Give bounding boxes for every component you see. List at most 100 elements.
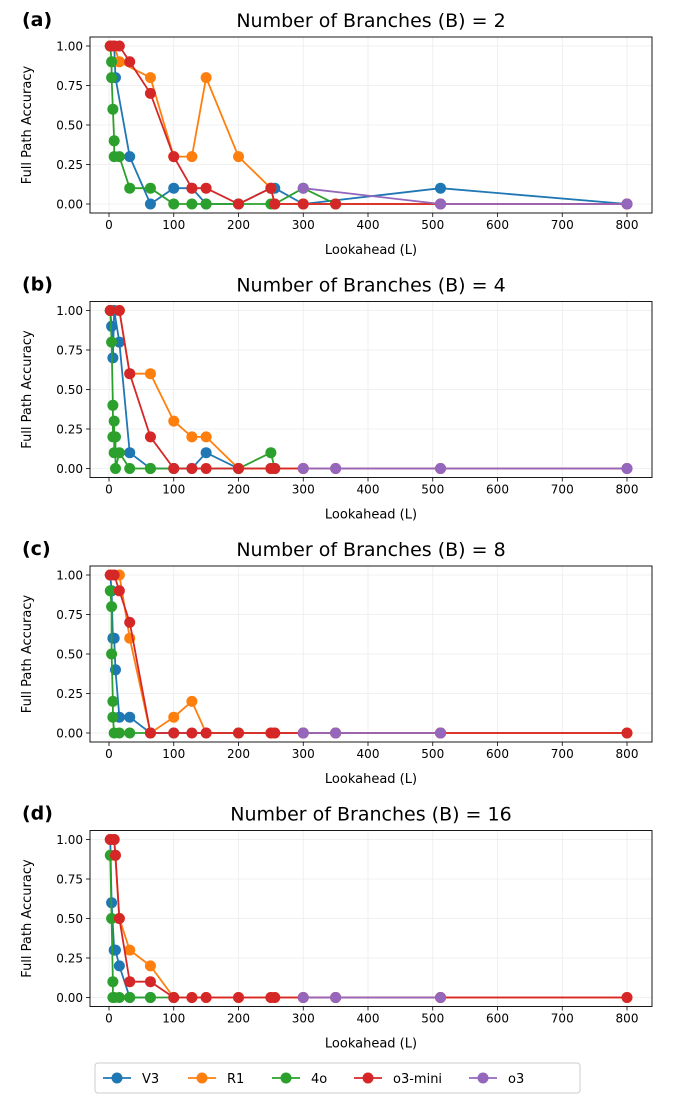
data-point-R1 bbox=[186, 431, 198, 443]
legend-marker bbox=[477, 1072, 489, 1084]
subplot-title: Number of Branches (B) = 2 bbox=[236, 10, 505, 32]
data-point-o3-mini bbox=[265, 182, 277, 194]
y-tick-label: 0.25 bbox=[56, 423, 83, 437]
data-point-o3-mini bbox=[200, 182, 212, 194]
data-point-V3 bbox=[124, 447, 136, 459]
axes-frame bbox=[89, 36, 653, 214]
data-point-V3 bbox=[124, 151, 136, 163]
data-point-4o bbox=[106, 72, 118, 84]
data-point-R1 bbox=[186, 695, 198, 707]
data-point-o3 bbox=[435, 463, 447, 474]
data-point-R1 bbox=[168, 415, 180, 427]
legend-label: o3-mini bbox=[393, 1072, 442, 1087]
y-tick-label: 0.25 bbox=[56, 158, 83, 172]
data-point-4o bbox=[106, 601, 118, 613]
x-tick-label: 600 bbox=[486, 218, 509, 232]
x-tick-label: 400 bbox=[357, 747, 380, 761]
x-tick-label: 700 bbox=[551, 747, 574, 761]
y-axis-label: Full Path Accuracy bbox=[20, 65, 35, 184]
data-point-V3 bbox=[124, 711, 136, 723]
data-point-o3-mini bbox=[108, 834, 120, 845]
data-point-o3-mini bbox=[233, 727, 244, 739]
x-tick-label: 800 bbox=[616, 218, 639, 232]
data-point-o3 bbox=[330, 463, 342, 474]
y-tick-label: 0.50 bbox=[56, 119, 83, 133]
data-point-4o bbox=[106, 913, 118, 924]
panel-label: (c) bbox=[22, 538, 51, 560]
data-point-4o bbox=[113, 727, 125, 739]
y-tick-label: 0.75 bbox=[56, 873, 83, 887]
axes-frame bbox=[89, 830, 653, 1007]
data-point-4o bbox=[106, 648, 118, 660]
x-tick-label: 0 bbox=[105, 747, 113, 761]
legend-entry-R1: R1 bbox=[188, 1072, 244, 1087]
axes-frame bbox=[89, 565, 653, 743]
axes-frame bbox=[89, 301, 653, 478]
data-point-4o bbox=[265, 447, 277, 459]
x-tick-label: 500 bbox=[421, 483, 444, 497]
data-point-o3-mini bbox=[186, 727, 198, 739]
series-line-4o bbox=[109, 590, 151, 734]
data-point-4o bbox=[108, 135, 120, 147]
data-point-o3-mini bbox=[233, 463, 244, 474]
data-point-o3-mini bbox=[233, 198, 244, 210]
x-tick-label: 500 bbox=[421, 1012, 444, 1026]
x-tick-label: 800 bbox=[616, 747, 639, 761]
subplot-title: Number of Branches (B) = 8 bbox=[236, 539, 505, 561]
subplot-title: Number of Branches (B) = 16 bbox=[230, 804, 511, 826]
y-tick-label: 0.00 bbox=[56, 462, 83, 476]
x-tick-label: 300 bbox=[292, 218, 315, 232]
x-axis-label: Lookahead (L) bbox=[325, 1037, 417, 1052]
data-point-o3-mini bbox=[269, 463, 281, 474]
series-o3 bbox=[297, 992, 447, 1003]
x-axis-label: Lookahead (L) bbox=[325, 772, 417, 787]
data-point-R1 bbox=[144, 960, 156, 972]
data-point-o3 bbox=[297, 182, 309, 194]
data-point-R1 bbox=[233, 151, 244, 163]
data-point-4o bbox=[124, 463, 136, 474]
series-o3 bbox=[297, 727, 447, 739]
data-point-R1 bbox=[168, 711, 180, 723]
data-point-4o bbox=[124, 727, 136, 739]
x-tick-label: 400 bbox=[357, 218, 380, 232]
x-tick-label: 100 bbox=[162, 1012, 185, 1026]
series-o3 bbox=[297, 463, 633, 474]
legend-entry-o3-mini: o3-mini bbox=[354, 1072, 442, 1087]
data-point-o3-mini bbox=[269, 992, 281, 1003]
y-tick-label: 0.75 bbox=[56, 608, 83, 622]
data-point-4o bbox=[200, 198, 212, 210]
y-tick-label: 0.75 bbox=[56, 79, 83, 93]
data-point-o3-mini bbox=[124, 56, 136, 68]
data-point-o3-mini bbox=[144, 727, 156, 739]
data-point-o3-mini bbox=[144, 87, 156, 99]
x-tick-label: 500 bbox=[421, 747, 444, 761]
legend-label: V3 bbox=[142, 1072, 159, 1087]
data-point-R1 bbox=[200, 431, 212, 443]
data-point-o3-mini bbox=[168, 727, 180, 739]
data-point-4o bbox=[109, 431, 121, 443]
data-point-o3 bbox=[621, 463, 633, 474]
legend-frame bbox=[94, 1062, 581, 1094]
x-tick-label: 500 bbox=[421, 218, 444, 232]
data-point-4o bbox=[107, 103, 119, 115]
data-point-V3 bbox=[144, 198, 156, 210]
data-point-4o bbox=[107, 695, 119, 707]
y-tick-label: 0.00 bbox=[56, 727, 83, 741]
data-point-o3-mini bbox=[168, 151, 180, 163]
data-point-4o bbox=[113, 992, 125, 1003]
x-tick-label: 800 bbox=[616, 1012, 639, 1026]
data-point-V3 bbox=[168, 182, 180, 194]
data-point-4o bbox=[168, 198, 180, 210]
x-tick-label: 100 bbox=[162, 483, 185, 497]
x-tick-label: 200 bbox=[227, 218, 250, 232]
legend-entry-4o: 4o bbox=[272, 1072, 327, 1087]
x-tick-label: 600 bbox=[486, 483, 509, 497]
y-axis-label: Full Path Accuracy bbox=[20, 330, 35, 449]
data-point-4o bbox=[106, 336, 118, 348]
data-point-o3 bbox=[435, 992, 447, 1003]
data-point-o3-mini bbox=[233, 992, 244, 1003]
y-tick-label: 0.00 bbox=[56, 198, 83, 212]
panel-label: (a) bbox=[22, 9, 52, 31]
data-point-o3 bbox=[330, 727, 342, 739]
data-point-V3 bbox=[107, 352, 119, 364]
